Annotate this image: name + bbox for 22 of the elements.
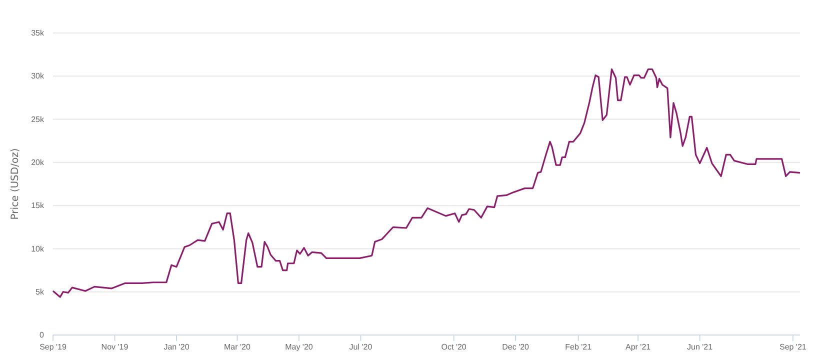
y-tick-label: 25k [31, 114, 45, 124]
x-tick-label: Sep '19 [40, 342, 67, 352]
y-tick-label: 0 [40, 330, 45, 340]
y-tick-label: 20k [31, 158, 45, 167]
y-tick-label: 30k [31, 72, 45, 81]
y-axis-title: Price (USD/oz) [10, 148, 21, 220]
y-tick-label: 10k [31, 244, 45, 254]
y-tick-label: 15k [31, 201, 45, 210]
x-tick-label: Apr '21 [625, 342, 652, 352]
x-tick-label: Mar '20 [224, 342, 251, 352]
x-tick-label: Dec '20 [502, 342, 530, 352]
y-tick-label: 35k [31, 28, 45, 38]
y-tick-label: 5k [36, 287, 45, 296]
x-tick-label: Nov '19 [101, 342, 129, 352]
x-tick-label: Feb '21 [565, 342, 592, 352]
x-tick-label: Oct '20 [441, 342, 467, 352]
x-tick-label: Jan '20 [164, 342, 190, 352]
x-tick-label: Jun '21 [687, 342, 714, 352]
x-tick-label: Jul '20 [349, 342, 373, 352]
x-tick-label: Sep '21 [779, 342, 807, 352]
x-tick-label: May '20 [285, 342, 314, 352]
line-series [52, 68, 801, 298]
